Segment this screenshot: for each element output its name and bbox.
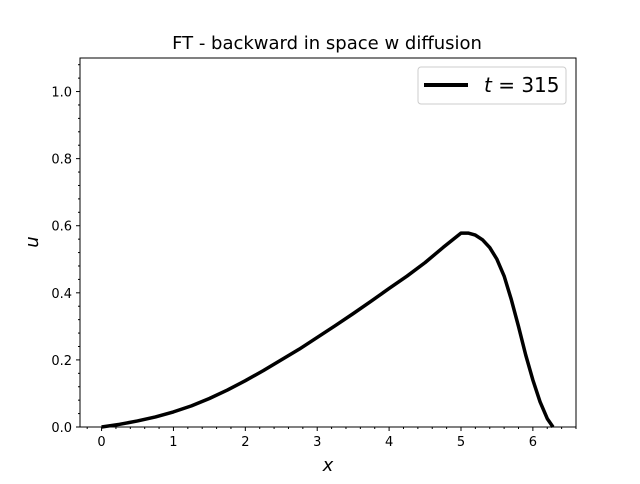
y-axis-ticks: 0.0 0.2 0.4 0.6 0.8 1.0 bbox=[51, 64, 80, 436]
chart-title: FT - backward in space w diffusion bbox=[172, 33, 482, 54]
legend-label-variable: t bbox=[484, 73, 493, 97]
legend-box bbox=[417, 66, 567, 105]
y-axis-label: u bbox=[22, 236, 43, 247]
legend-label: t = 315 bbox=[484, 73, 560, 97]
legend-label-value: 315 bbox=[521, 73, 559, 97]
y-tick-label: 1.0 bbox=[51, 86, 72, 101]
x-tick-label: 0 bbox=[97, 435, 105, 450]
x-tick-label: 3 bbox=[313, 435, 321, 450]
y-tick-label: 0.2 bbox=[51, 354, 72, 369]
y-tick-label: 0.0 bbox=[51, 421, 72, 436]
x-tick-label: 4 bbox=[385, 435, 393, 450]
legend-label-equals: = bbox=[492, 73, 521, 97]
x-tick-label: 2 bbox=[241, 435, 249, 450]
x-tick-label: 5 bbox=[457, 435, 465, 450]
plot-area: 0 1 2 3 4 5 6 0.0 0.2 0.4 0.6 0.8 1.0 bbox=[51, 57, 577, 450]
plot-frame bbox=[79, 57, 577, 428]
x-tick-label: 1 bbox=[169, 435, 177, 450]
x-axis-ticks: 0 1 2 3 4 5 6 bbox=[86, 427, 577, 450]
y-tick-label: 0.8 bbox=[51, 153, 72, 168]
x-axis-label: x bbox=[322, 455, 334, 476]
y-tick-label: 0.6 bbox=[51, 220, 72, 235]
series-line bbox=[101, 231, 555, 429]
series-layer bbox=[101, 231, 555, 429]
x-tick-label: 6 bbox=[529, 435, 537, 450]
legend: t = 315 bbox=[417, 66, 567, 105]
y-tick-label: 0.4 bbox=[51, 287, 72, 302]
